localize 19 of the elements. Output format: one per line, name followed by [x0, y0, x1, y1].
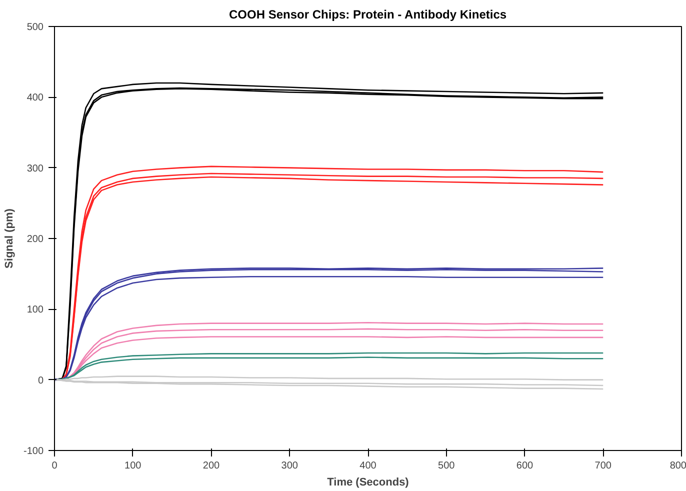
x-axis-title: Time (Seconds) — [327, 476, 410, 488]
x-tick-label: 700 — [594, 460, 612, 472]
y-tick-label: 500 — [26, 22, 44, 33]
y-axis-title: Signal (pm) — [3, 208, 16, 268]
y-tick-label: 300 — [26, 163, 44, 174]
x-tick-label: 0 — [52, 460, 58, 472]
y-tick-label: 100 — [26, 304, 44, 316]
x-tick-label: 500 — [438, 460, 456, 472]
y-tick-label: 400 — [26, 92, 44, 104]
x-tick-label: 600 — [516, 460, 534, 472]
chart-title: COOH Sensor Chips: Protein - Antibody Kinetics — [228, 8, 507, 22]
y-tick-label: -100 — [23, 446, 44, 457]
y-tick-label: 200 — [26, 234, 44, 245]
x-tick-label: 300 — [281, 460, 298, 472]
x-tick-label: 200 — [202, 460, 220, 472]
x-tick-label: 100 — [124, 460, 142, 472]
y-tick-label: 0 — [38, 375, 44, 386]
x-tick-label: 800 — [670, 460, 686, 472]
x-tick-label: 400 — [360, 460, 377, 472]
